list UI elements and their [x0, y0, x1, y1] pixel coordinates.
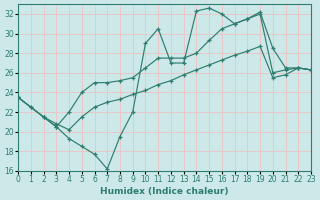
X-axis label: Humidex (Indice chaleur): Humidex (Indice chaleur) [100, 187, 229, 196]
